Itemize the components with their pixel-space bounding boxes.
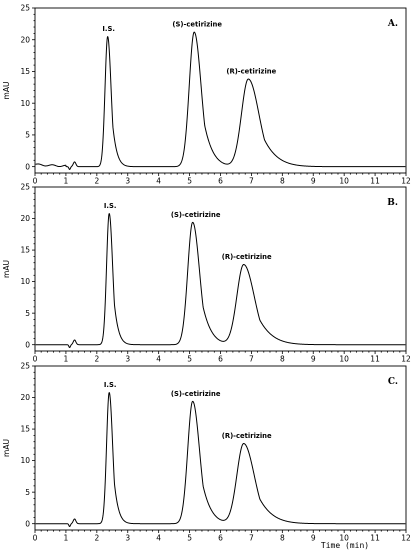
x-tick-label: 1 bbox=[64, 177, 69, 186]
y-tick-label: 15 bbox=[20, 246, 30, 255]
x-tick-label: 10 bbox=[339, 177, 349, 186]
x-tick-label: 7 bbox=[249, 177, 254, 186]
x-tick-label: 6 bbox=[218, 534, 223, 543]
panel-label: B. bbox=[387, 198, 398, 208]
plot-frame bbox=[34, 365, 407, 531]
x-tick-label: 5 bbox=[187, 355, 192, 364]
peak-label: (R)-cetirizine bbox=[226, 68, 276, 76]
x-tick-label: 4 bbox=[156, 534, 161, 543]
y-tick-label: 0 bbox=[25, 519, 30, 528]
x-tick-label: 10 bbox=[339, 355, 349, 364]
peak-label: (R)-cetirizine bbox=[222, 432, 272, 440]
y-tick-label: 10 bbox=[20, 456, 30, 465]
peak-label: (S)-cetirizine bbox=[172, 21, 222, 29]
y-tick-label: 20 bbox=[20, 214, 30, 223]
x-tick-label: 9 bbox=[311, 355, 316, 364]
y-axis-label: mAU bbox=[2, 439, 11, 457]
x-tick-label: 7 bbox=[249, 355, 254, 364]
x-tick-label: 11 bbox=[370, 355, 380, 364]
peak-label: I.S. bbox=[104, 202, 117, 210]
panel-label: C. bbox=[388, 377, 398, 387]
x-tick-label: 8 bbox=[280, 177, 285, 186]
x-tick-label: 5 bbox=[187, 177, 192, 186]
y-tick-label: 15 bbox=[20, 425, 30, 434]
chromatogram-trace bbox=[35, 213, 406, 348]
y-axis-label: mAU bbox=[2, 260, 11, 278]
peak-label: (S)-cetirizine bbox=[171, 390, 221, 398]
x-tick-label: 7 bbox=[249, 534, 254, 543]
x-tick-label: 12 bbox=[401, 534, 411, 543]
y-tick-label: 5 bbox=[25, 309, 30, 318]
y-tick-label: 5 bbox=[25, 131, 30, 140]
y-tick-label: 25 bbox=[20, 183, 30, 192]
x-tick-label: 11 bbox=[370, 177, 380, 186]
y-tick-label: 20 bbox=[20, 35, 30, 44]
peak-label: I.S. bbox=[104, 381, 117, 389]
x-tick-label: 6 bbox=[218, 355, 223, 364]
x-tick-label: 3 bbox=[125, 355, 130, 364]
plot-frame bbox=[34, 186, 407, 352]
x-axis-label: Time (min) bbox=[321, 541, 369, 550]
y-tick-label: 0 bbox=[25, 340, 30, 349]
x-tick-label: 1 bbox=[64, 534, 69, 543]
y-tick-label: 10 bbox=[20, 99, 30, 108]
x-tick-label: 3 bbox=[125, 177, 130, 186]
y-tick-label: 25 bbox=[20, 4, 30, 13]
x-tick-label: 10 bbox=[339, 534, 349, 543]
chromatogram-trace bbox=[35, 392, 406, 527]
x-tick-label: 9 bbox=[311, 534, 316, 543]
x-tick-label: 4 bbox=[156, 355, 161, 364]
y-axis-label: mAU bbox=[2, 82, 11, 100]
y-tick-label: 0 bbox=[25, 162, 30, 171]
y-tick-label: 25 bbox=[20, 362, 30, 371]
peak-label: I.S. bbox=[102, 25, 115, 33]
x-tick-label: 1 bbox=[64, 355, 69, 364]
x-tick-label: 2 bbox=[94, 177, 99, 186]
x-tick-label: 9 bbox=[311, 177, 316, 186]
x-tick-label: 2 bbox=[94, 355, 99, 364]
chromatogram-trace bbox=[35, 31, 406, 170]
peak-label: (R)-cetirizine bbox=[222, 253, 272, 261]
y-tick-label: 5 bbox=[25, 488, 30, 497]
x-tick-label: 3 bbox=[125, 534, 130, 543]
y-tick-label: 15 bbox=[20, 67, 30, 76]
x-tick-label: 12 bbox=[401, 177, 411, 186]
x-tick-label: 8 bbox=[280, 355, 285, 364]
peak-label: (S)-cetirizine bbox=[171, 211, 221, 219]
panel-label: A. bbox=[387, 19, 398, 29]
y-tick-label: 10 bbox=[20, 277, 30, 286]
x-tick-label: 8 bbox=[280, 534, 285, 543]
x-tick-label: 0 bbox=[33, 355, 38, 364]
x-tick-label: 11 bbox=[370, 534, 380, 543]
x-tick-label: 0 bbox=[33, 534, 38, 543]
x-tick-label: 0 bbox=[33, 177, 38, 186]
x-tick-label: 6 bbox=[218, 177, 223, 186]
x-tick-label: 2 bbox=[94, 534, 99, 543]
plot-frame bbox=[34, 7, 407, 174]
x-tick-label: 12 bbox=[401, 355, 411, 364]
y-tick-label: 20 bbox=[20, 393, 30, 402]
x-tick-label: 4 bbox=[156, 177, 161, 186]
x-tick-label: 5 bbox=[187, 534, 192, 543]
